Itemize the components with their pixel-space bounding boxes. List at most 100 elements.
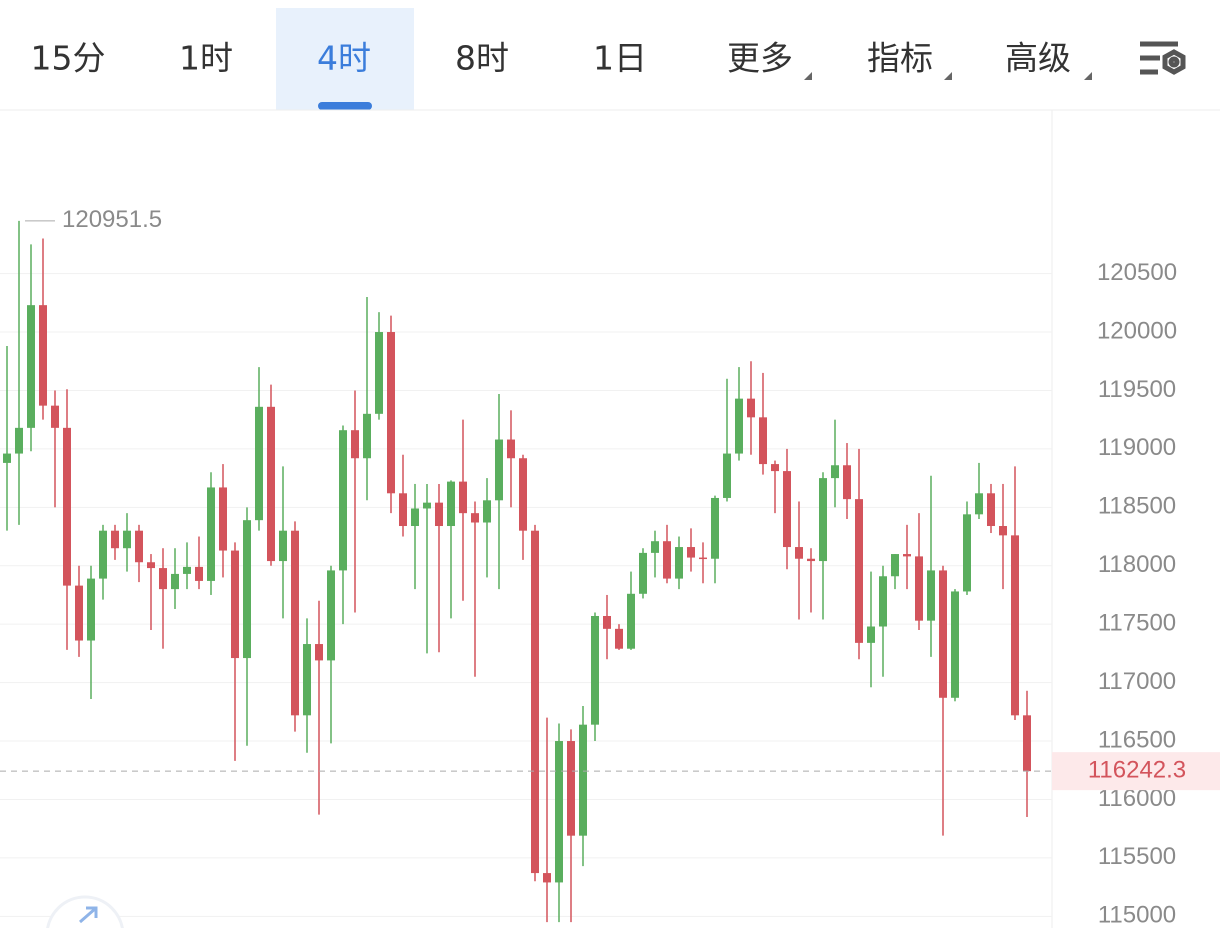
candle-body (915, 556, 923, 621)
candle-body (975, 493, 983, 515)
candle-body (987, 493, 995, 527)
candle-body (423, 502, 431, 509)
candle-body (195, 566, 203, 581)
candle-body (243, 520, 251, 659)
candle-body (951, 591, 959, 698)
candle-body (963, 514, 971, 592)
candle-body (1011, 535, 1019, 716)
candle-body (831, 465, 839, 479)
candle-body (3, 453, 11, 463)
candle-body (183, 566, 191, 574)
candle-body (843, 465, 851, 500)
candle-body (135, 530, 143, 563)
candle-body (687, 547, 695, 558)
candle-body (1023, 715, 1031, 772)
candle-body (267, 406, 275, 562)
tab[interactable]: 4时 (317, 39, 371, 78)
y-tick-label: 116500 (1098, 726, 1176, 753)
tab[interactable]: 更多 (727, 39, 793, 78)
candle-body (591, 615, 599, 725)
max-label: 120951.5 (62, 206, 162, 233)
candle-body (483, 500, 491, 523)
candle-body (39, 305, 47, 406)
candle-body (807, 558, 815, 562)
candle-body (747, 398, 755, 418)
candle-body (531, 530, 539, 874)
candle-body (279, 530, 287, 562)
active-tab-bg (276, 8, 414, 110)
candle-body (291, 530, 299, 716)
candle-body (315, 644, 323, 661)
candle-body (363, 413, 371, 459)
tab[interactable]: 指标 (867, 39, 933, 78)
float-button[interactable] (46, 895, 124, 928)
candle-body (711, 497, 719, 559)
candle-body (999, 526, 1007, 536)
y-tick-label: 120000 (1097, 317, 1177, 344)
dropdown-marks (804, 72, 1092, 80)
y-tick-label: 120500 (1097, 259, 1177, 286)
active-indicator (318, 102, 372, 110)
candle-body (627, 593, 635, 649)
settings-icon[interactable] (1140, 41, 1186, 75)
candle-body (471, 513, 479, 523)
candle-body (111, 530, 119, 549)
tab[interactable]: 15分 (31, 39, 106, 78)
candle-body (567, 741, 575, 836)
candle-body (15, 427, 23, 454)
candle-body (507, 439, 515, 459)
candle-body (603, 615, 611, 629)
candle-body (939, 570, 947, 698)
candle-body (399, 493, 407, 527)
candle-body (27, 305, 35, 428)
candle-body (219, 487, 227, 551)
y-tick-label: 119500 (1098, 376, 1176, 403)
tab[interactable]: 1日 (593, 39, 647, 78)
tab[interactable]: 1时 (179, 39, 233, 78)
float-button-icon (79, 906, 98, 924)
y-tick-label: 117000 (1098, 668, 1176, 695)
candle-body (447, 481, 455, 527)
candle-body (855, 499, 863, 643)
candle-body (579, 724, 587, 836)
y-tick-label: 118000 (1098, 551, 1176, 578)
candle-body (615, 628, 623, 649)
candle-body (303, 644, 311, 716)
candle-body (795, 547, 803, 559)
candle-body (735, 398, 743, 454)
candle-body (723, 453, 731, 498)
candle-body (819, 478, 827, 562)
candle-body (51, 405, 59, 428)
candle-body (327, 570, 335, 661)
candle-body (435, 502, 443, 527)
candle-body (387, 332, 395, 494)
candle-body (339, 430, 347, 571)
candle-body (675, 547, 683, 579)
candle-body (783, 471, 791, 548)
candle-body (207, 487, 215, 581)
y-tick-label: 115000 (1098, 902, 1176, 928)
candle-body (903, 554, 911, 557)
candle-body (75, 585, 83, 641)
y-tick-label: 115500 (1098, 843, 1176, 870)
candle-body (63, 427, 71, 586)
y-tick-label: 117500 (1098, 610, 1176, 637)
candle-body (159, 568, 167, 590)
tab[interactable]: 8时 (455, 39, 509, 78)
last-price-box (1052, 752, 1220, 791)
candle-body (459, 481, 467, 514)
candle-body (771, 464, 779, 472)
candle-body (927, 570, 935, 621)
candle-body (411, 508, 419, 527)
candle-body (171, 573, 179, 590)
candle-body (495, 439, 503, 501)
candle-body (867, 626, 875, 643)
tab[interactable]: 高级 (1005, 39, 1071, 78)
candle-body (663, 541, 671, 579)
candle-body (879, 576, 887, 627)
y-tick-label: 118500 (1098, 493, 1176, 520)
candle-body (699, 557, 707, 560)
candle-body (759, 417, 767, 465)
